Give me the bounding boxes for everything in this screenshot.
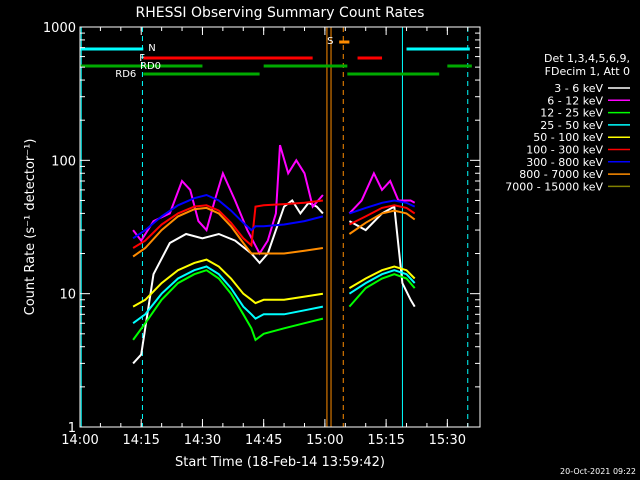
series-line-12-25-kev bbox=[132, 269, 416, 342]
axes: 14:00 14:15 14:30 14:45 15:00 15:15 15:30 1 10 10… bbox=[43, 21, 481, 448]
vertical-markers bbox=[80, 27, 469, 427]
legend-label-0: 3 - 6 keV bbox=[554, 82, 603, 95]
x-tick-label-0: 14:00 bbox=[61, 433, 98, 448]
x-tick-label-1: 14:15 bbox=[122, 433, 159, 448]
bar-label-f: F bbox=[139, 53, 145, 64]
y-axis-label: Count Rate (s⁻¹ detector⁻¹) bbox=[23, 139, 38, 316]
legend: Det 1,3,4,5,6,9,FDecim 1, Att 0 3 - 6 keV… bbox=[505, 52, 630, 193]
legend-label-8: 7000 - 15000 keV bbox=[505, 180, 603, 193]
chart-title: RHESSI Observing Summary Count Rates bbox=[136, 5, 425, 21]
plot-frame bbox=[79, 26, 481, 428]
bar-label-rd0: RD0 bbox=[140, 61, 161, 72]
y-tick-label-1: 10 bbox=[59, 288, 76, 303]
series-line-6-12-kev bbox=[132, 144, 416, 256]
bar-label-s: S bbox=[327, 36, 333, 47]
series-line-300-800-kev bbox=[132, 193, 416, 240]
series-line-800-7000-kev bbox=[132, 206, 416, 258]
series-lines bbox=[132, 144, 416, 365]
series-line-3-6-kev bbox=[132, 199, 416, 365]
legend-label-1: 6 - 12 keV bbox=[547, 94, 603, 107]
legend-header-1: FDecim 1, Att 0 bbox=[545, 65, 630, 78]
legend-label-2: 12 - 25 keV bbox=[540, 107, 603, 120]
series-line-100-300-kev bbox=[132, 199, 416, 249]
series-line-50-100-kev bbox=[132, 258, 416, 308]
timestamp: 20-Oct-2021 09:22 bbox=[560, 467, 636, 476]
legend-label-4: 50 - 100 keV bbox=[533, 131, 603, 144]
series-line-25-50-kev bbox=[132, 265, 416, 325]
bar-label-n: N bbox=[148, 43, 155, 54]
y-tick-label-0: 1 bbox=[68, 421, 76, 436]
x-tick-label-2: 14:30 bbox=[184, 433, 221, 448]
x-tick-label-3: 14:45 bbox=[245, 433, 282, 448]
bar-label-rd6: RD6 bbox=[115, 69, 136, 80]
legend-label-5: 100 - 300 keV bbox=[526, 144, 603, 157]
x-tick-label-5: 15:15 bbox=[367, 433, 404, 448]
attenuator-bars: NF S RD0 RD6 bbox=[80, 36, 472, 80]
legend-label-6: 300 - 800 keV bbox=[526, 156, 603, 169]
legend-label-7: 800 - 7000 keV bbox=[519, 168, 603, 181]
legend-label-3: 25 - 50 keV bbox=[540, 119, 603, 132]
x-tick-label-4: 15:00 bbox=[306, 433, 343, 448]
x-tick-label-6: 15:30 bbox=[429, 433, 466, 448]
y-tick-label-2: 100 bbox=[51, 154, 76, 169]
legend-header-0: Det 1,3,4,5,6,9, bbox=[544, 52, 630, 65]
y-tick-label-3: 1000 bbox=[43, 21, 76, 36]
x-axis-label: Start Time (18-Feb-14 13:59:42) bbox=[175, 455, 385, 470]
